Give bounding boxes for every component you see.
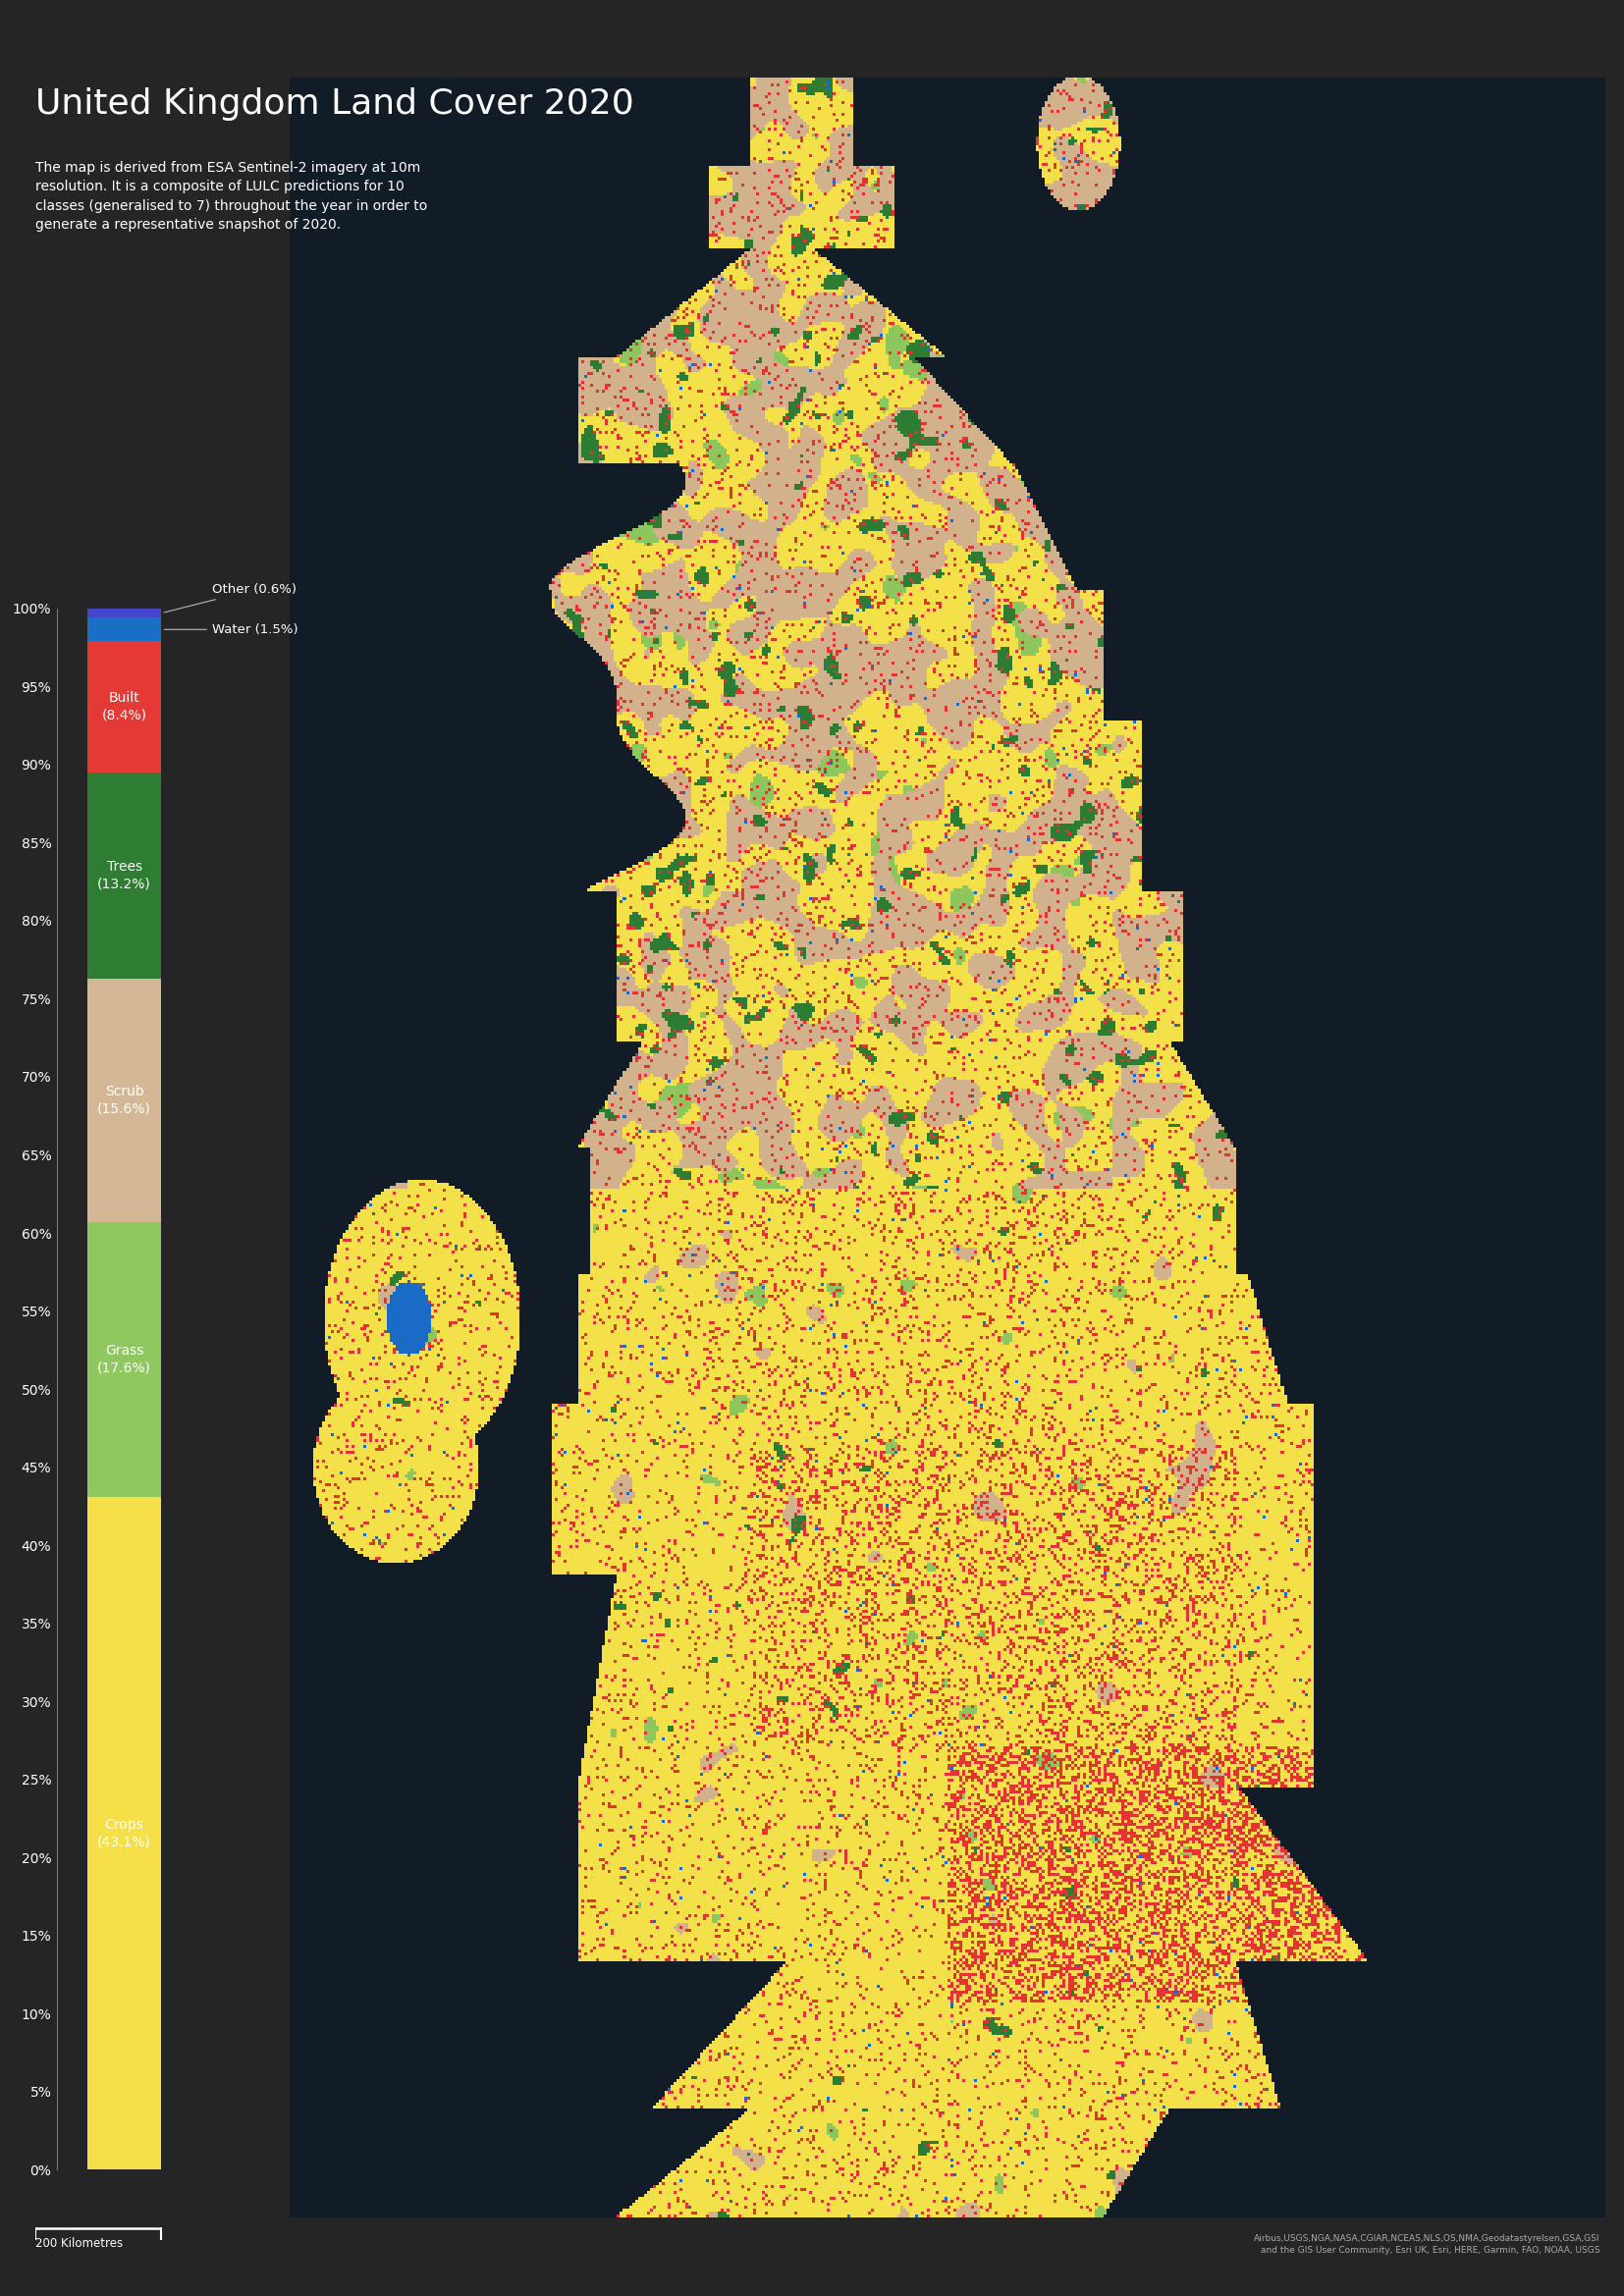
Text: 200 Kilometres: 200 Kilometres [36, 2236, 123, 2250]
Text: Other (0.6%): Other (0.6%) [164, 583, 297, 613]
Text: Crops
(43.1%): Crops (43.1%) [97, 1818, 151, 1848]
Bar [88, 1497, 161, 2170]
Bar [88, 608, 161, 618]
Text: Grass
(17.6%): Grass (17.6%) [97, 1343, 151, 1375]
Bar [88, 641, 161, 771]
Text: United Kingdom Land Cover 2020: United Kingdom Land Cover 2020 [36, 87, 635, 122]
Text: Scrub
(15.6%): Scrub (15.6%) [97, 1086, 151, 1116]
Bar [88, 771, 161, 978]
Bar [88, 1221, 161, 1497]
Bar [88, 618, 161, 641]
Text: Water (1.5%): Water (1.5%) [164, 622, 299, 636]
Text: Airbus,USGS,NGA,NASA,CGIAR,NCEAS,NLS,OS,NMA,Geodatastyrelsen,GSA,GSI
and the GIS: Airbus,USGS,NGA,NASA,CGIAR,NCEAS,NLS,OS,… [1254, 2234, 1600, 2255]
Bar [88, 978, 161, 1221]
Text: Built
(8.4%): Built (8.4%) [102, 691, 146, 723]
Text: The map is derived from ESA Sentinel-2 imagery at 10m
resolution. It is a compos: The map is derived from ESA Sentinel-2 i… [36, 161, 427, 232]
Text: Trees
(13.2%): Trees (13.2%) [97, 861, 151, 891]
